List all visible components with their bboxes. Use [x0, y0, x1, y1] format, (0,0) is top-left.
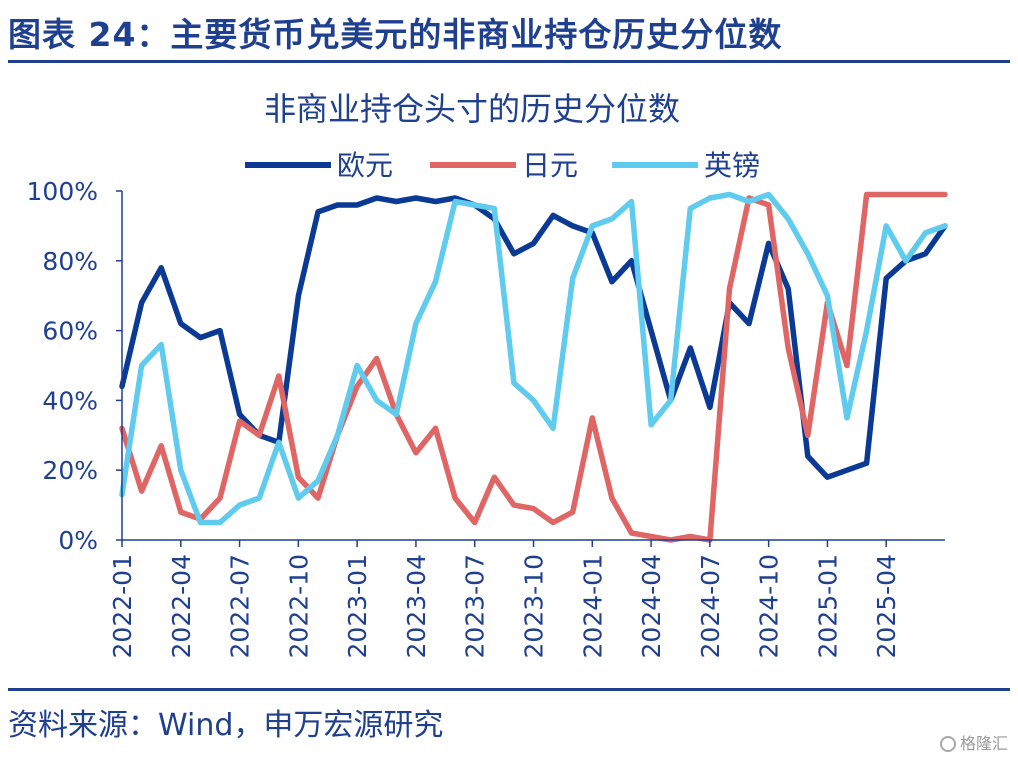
x-tick-label: 2023-07: [461, 554, 490, 658]
chart: 非商业持仓头寸的历史分位数 欧元 日元 英镑 100%80%60%40%20%0% …: [27, 90, 948, 658]
x-tick-label: 2024-04: [637, 554, 666, 658]
source-note: 资料来源：Wind，申万宏源研究: [8, 708, 444, 743]
watermark-logo-icon: [939, 736, 956, 752]
x-tick-label: 2023-04: [402, 554, 431, 658]
legend-label-jpy: 日元: [522, 149, 578, 182]
watermark-text: 格隆汇: [959, 734, 1008, 753]
y-tick-label: 0%: [58, 526, 98, 555]
watermark: 格隆汇: [939, 730, 1008, 754]
x-tick-label: 2025-04: [872, 554, 901, 658]
plot-area: [119, 191, 948, 543]
y-tick-label: 80%: [42, 247, 98, 276]
x-tick-label: 2025-01: [813, 554, 842, 658]
x-tick-label: 2022-01: [108, 554, 137, 658]
top-rule: [8, 60, 1010, 63]
x-tick-label: 2024-01: [578, 554, 607, 658]
x-tick-label: 2024-07: [696, 554, 725, 658]
legend: 欧元 日元 英镑: [245, 149, 760, 182]
y-tick-label: 40%: [42, 386, 98, 415]
x-tick-label: 2022-07: [226, 554, 255, 658]
figure-title: 图表 24：主要货币兑美元的非商业持仓历史分位数: [8, 15, 783, 54]
x-tick-label: 2024-10: [755, 554, 784, 658]
chart-title: 非商业持仓头寸的历史分位数: [264, 90, 680, 128]
y-tick-label: 60%: [42, 317, 98, 346]
y-tick-label: 100%: [27, 177, 98, 206]
x-axis-ticks: 2022-01 2022-04 2022-07 2022-10 2023-01 2023-…: [108, 540, 901, 658]
series-line-gbp: [119, 191, 948, 526]
legend-label-gbp: 英镑: [704, 149, 760, 182]
legend-label-eur: 欧元: [337, 149, 393, 182]
y-tick-label: 20%: [42, 456, 98, 485]
x-tick-label: 2022-04: [167, 554, 196, 658]
x-tick-label: 2023-01: [343, 554, 372, 658]
y-axis-ticks: 100% 80% 60% 40% 20% 0%: [27, 177, 122, 555]
x-tick-label: 2022-10: [284, 554, 313, 658]
x-tick-label: 2023-10: [520, 554, 549, 658]
bottom-rule: [8, 688, 1010, 691]
series-line-jpy: [119, 191, 948, 543]
